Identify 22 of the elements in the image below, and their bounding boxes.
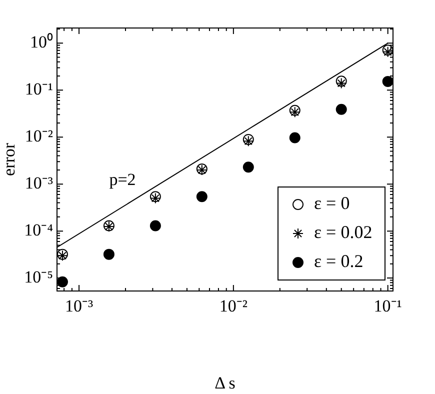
- x-tick-label: 10⁻¹: [374, 296, 402, 316]
- y-tick-label: 10⁻¹: [24, 80, 53, 99]
- point: [103, 248, 114, 260]
- x-axis-title: Δ s: [214, 373, 236, 392]
- y-axis-title: error: [0, 142, 19, 176]
- point: [382, 76, 393, 87]
- y-tick-label: 10⁻²: [24, 126, 53, 146]
- y-tick-label: 10⁻⁵: [24, 268, 54, 287]
- legend-label: ε = 0.2: [314, 251, 364, 272]
- annotation: p=2: [109, 170, 136, 190]
- point: [150, 220, 161, 232]
- y-tick-label: 10⁰: [30, 32, 53, 52]
- y-tick-label: 10⁻⁴: [24, 220, 54, 240]
- point: [196, 191, 208, 202]
- x-tick-label: 10⁻²: [219, 296, 248, 316]
- point: [336, 104, 347, 115]
- y-tick-label: 10⁻³: [24, 174, 53, 193]
- point: [289, 132, 300, 144]
- legend-label: ε = 0.02: [314, 222, 372, 242]
- x-tick-label: 10⁻³: [64, 296, 94, 316]
- point: [242, 162, 254, 173]
- legend-label: ε = 0: [314, 193, 350, 214]
